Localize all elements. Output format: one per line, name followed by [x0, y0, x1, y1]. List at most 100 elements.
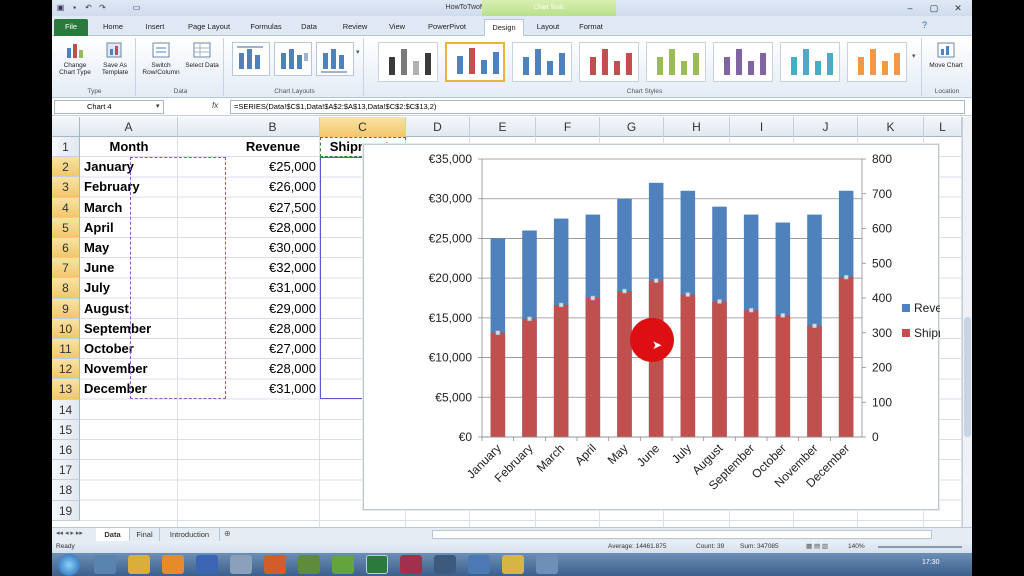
- save-as-template-button[interactable]: Save As Template: [95, 40, 135, 84]
- change-chart-type-button[interactable]: Change Chart Type: [55, 40, 95, 84]
- tab-powerpivot[interactable]: PowerPivot: [428, 22, 466, 31]
- cell-revenue[interactable]: €31,000: [269, 280, 316, 296]
- row-header[interactable]: 15: [52, 419, 80, 440]
- chart-style-3[interactable]: [512, 42, 572, 82]
- cell-revenue[interactable]: €27,500: [269, 199, 316, 215]
- sheet-tab-data[interactable]: Data: [96, 528, 130, 541]
- row-header[interactable]: 2: [52, 157, 80, 178]
- switch-row-column-button[interactable]: Switch Row/Column: [141, 40, 181, 84]
- scroll-thumb[interactable]: [964, 317, 971, 437]
- access-icon[interactable]: [400, 555, 422, 574]
- cell-month[interactable]: May: [84, 240, 110, 255]
- tab-view[interactable]: View: [388, 22, 406, 31]
- row-header[interactable]: 9: [52, 298, 80, 319]
- tab-page-layout[interactable]: Page Layout: [187, 22, 231, 31]
- row-header[interactable]: 1: [52, 137, 80, 158]
- column-header[interactable]: G: [600, 117, 664, 137]
- chart-style-5[interactable]: [646, 42, 706, 82]
- column-header[interactable]: B: [226, 117, 320, 137]
- cell-revenue[interactable]: €28,000: [269, 361, 316, 377]
- cell-revenue[interactable]: €25,000: [269, 159, 316, 175]
- chart-style-7[interactable]: [780, 42, 840, 82]
- select-data-button[interactable]: Select Data: [182, 40, 222, 84]
- cell-revenue[interactable]: €29,000: [269, 300, 316, 316]
- cell-revenue[interactable]: €28,000: [269, 219, 316, 235]
- column-header[interactable]: I: [730, 117, 794, 137]
- vertical-scrollbar[interactable]: [962, 117, 972, 527]
- cell-month[interactable]: March: [84, 199, 123, 215]
- chart-layout-3[interactable]: [316, 42, 354, 76]
- chart-style-2[interactable]: [445, 42, 505, 82]
- tab-home[interactable]: Home: [102, 22, 123, 31]
- header-month[interactable]: Month: [109, 139, 149, 154]
- cell-revenue[interactable]: €26,000: [269, 179, 316, 195]
- redo-icon[interactable]: ↷: [99, 3, 106, 12]
- row-header[interactable]: 14: [52, 399, 80, 420]
- undo-icon[interactable]: ↶: [85, 3, 92, 12]
- cell-revenue[interactable]: €28,000: [269, 320, 316, 336]
- horizontal-scrollbar[interactable]: [432, 530, 932, 539]
- chart-layout-2[interactable]: [274, 42, 312, 76]
- move-chart-button[interactable]: Move Chart: [926, 40, 966, 84]
- start-button-icon[interactable]: [58, 554, 80, 576]
- row-header[interactable]: 13: [52, 379, 80, 400]
- sheet-tab-final[interactable]: Final: [130, 528, 160, 541]
- word-icon[interactable]: [196, 555, 218, 574]
- cell-month[interactable]: January: [84, 159, 134, 175]
- row-header[interactable]: 10: [52, 318, 80, 339]
- save-icon[interactable]: ▪: [73, 3, 76, 12]
- row-header[interactable]: 4: [52, 197, 80, 218]
- project-icon[interactable]: [298, 555, 320, 574]
- tab-formulas[interactable]: Formulas: [250, 22, 282, 31]
- column-header[interactable]: A: [80, 117, 178, 137]
- close-button[interactable]: ✕: [954, 3, 962, 13]
- new-sheet-icon[interactable]: ⊕: [224, 529, 231, 538]
- column-header[interactable]: L: [924, 117, 962, 137]
- sheet-nav-icon[interactable]: ◂◂ ◂ ▸ ▸▸: [56, 530, 83, 537]
- view-buttons-icon[interactable]: ▦ ▤ ▥: [806, 543, 829, 550]
- cell-month[interactable]: June: [84, 260, 115, 276]
- publisher-icon[interactable]: [332, 555, 354, 574]
- layouts-scroll-icon[interactable]: ▾: [356, 49, 360, 56]
- excel-taskbar-icon[interactable]: [366, 555, 388, 574]
- firefox-icon[interactable]: [162, 555, 184, 574]
- cell-month[interactable]: July: [84, 280, 111, 296]
- chart-area[interactable]: €0 €5,000 €10,000 €15,000 €20,000 €25,000 €30,…: [363, 144, 940, 510]
- sheet-tab-introduction[interactable]: Introduction: [160, 528, 220, 541]
- row-header[interactable]: 16: [52, 440, 80, 461]
- cell-month[interactable]: April: [84, 219, 114, 235]
- formula-input[interactable]: =SERIES(Data!$C$1,Data!$A$2:$A$13,Data!$…: [230, 100, 965, 114]
- tab-data[interactable]: Data: [301, 22, 317, 31]
- select-all-corner[interactable]: [52, 117, 80, 137]
- tab-layout[interactable]: Layout: [536, 22, 560, 31]
- row-header[interactable]: 12: [52, 359, 80, 380]
- app2-icon[interactable]: [536, 555, 558, 574]
- app-icon[interactable]: [468, 555, 490, 574]
- tab-insert[interactable]: Insert: [145, 22, 165, 31]
- column-header[interactable]: C: [320, 117, 406, 137]
- column-header[interactable]: H: [664, 117, 730, 137]
- row-header[interactable]: 18: [52, 480, 80, 501]
- column-header[interactable]: J: [794, 117, 858, 137]
- name-box-dropdown-icon[interactable]: ▾: [156, 103, 160, 110]
- minimize-button[interactable]: –: [907, 3, 913, 13]
- chart-style-8[interactable]: [847, 42, 907, 82]
- cell-revenue[interactable]: €32,000: [269, 260, 316, 276]
- cell-revenue[interactable]: €31,000: [269, 381, 316, 397]
- column-header[interactable]: E: [470, 117, 536, 137]
- header-revenue[interactable]: Revenue: [245, 139, 301, 154]
- row-header[interactable]: 17: [52, 460, 80, 481]
- ie-icon[interactable]: [94, 555, 116, 574]
- open-icon[interactable]: ▭: [132, 3, 141, 12]
- column-header[interactable]: K: [858, 117, 924, 137]
- row-header[interactable]: 8: [52, 278, 80, 299]
- cell-revenue[interactable]: €30,000: [269, 240, 316, 255]
- row-header[interactable]: 11: [52, 339, 80, 360]
- headset-icon[interactable]: [434, 555, 456, 574]
- column-header[interactable]: D: [406, 117, 470, 137]
- explorer-icon[interactable]: [230, 555, 252, 574]
- chrome-icon[interactable]: [128, 555, 150, 574]
- styles-more-icon[interactable]: ▾: [912, 53, 916, 60]
- fx-icon[interactable]: fx: [212, 101, 219, 110]
- column-header[interactable]: F: [536, 117, 600, 137]
